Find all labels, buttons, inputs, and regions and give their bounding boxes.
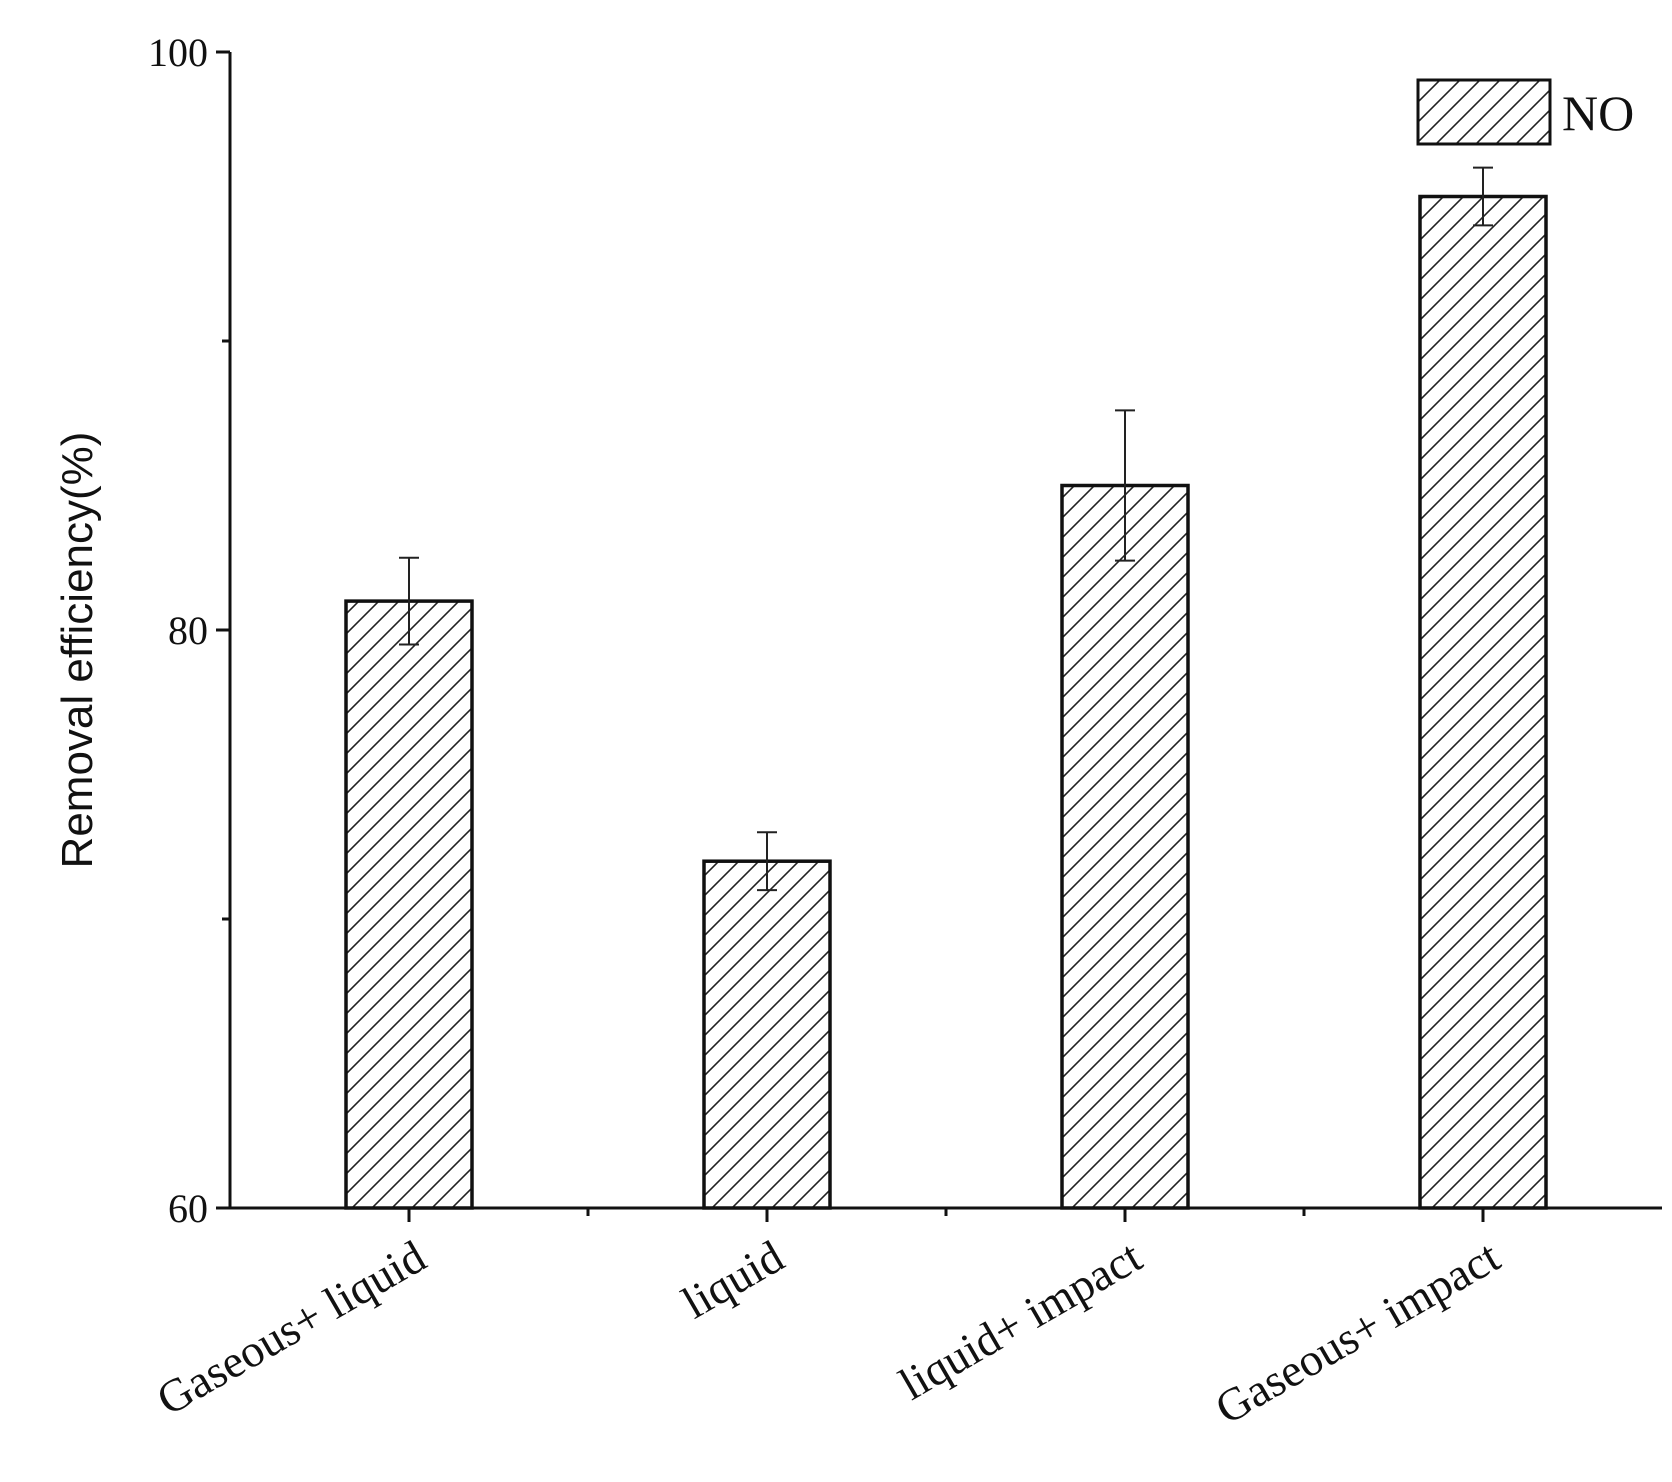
- legend: NO: [1416, 78, 1634, 146]
- category-label: Gaseous+ liquid: [148, 1230, 434, 1424]
- category-labels-layer: Gaseous+ liquid liquid liquid+ impact Gaseo…: [148, 1230, 1508, 1434]
- x-ticks-layer: [407, 1208, 1485, 1222]
- bar: [344, 599, 474, 1210]
- category-label: liquid+ impact: [891, 1230, 1150, 1409]
- bar: [1060, 483, 1190, 1210]
- y-tick-label: 80: [168, 608, 208, 653]
- y-tick-label: 60: [168, 1186, 208, 1231]
- y-tick-label: 100: [148, 30, 208, 75]
- bar: [1418, 194, 1548, 1210]
- legend-swatch: [1416, 78, 1552, 146]
- category-label: liquid: [674, 1230, 792, 1328]
- category-label: Gaseous+ impact: [1207, 1230, 1508, 1434]
- y-axis-title: Removal efficiency(%): [53, 432, 102, 869]
- error-bars-layer: [399, 166, 1493, 892]
- bar: [702, 859, 832, 1210]
- bars-layer: [344, 194, 1548, 1210]
- y-ticks-layer: 60 80 100: [148, 30, 230, 1231]
- legend-label: NO: [1562, 85, 1634, 141]
